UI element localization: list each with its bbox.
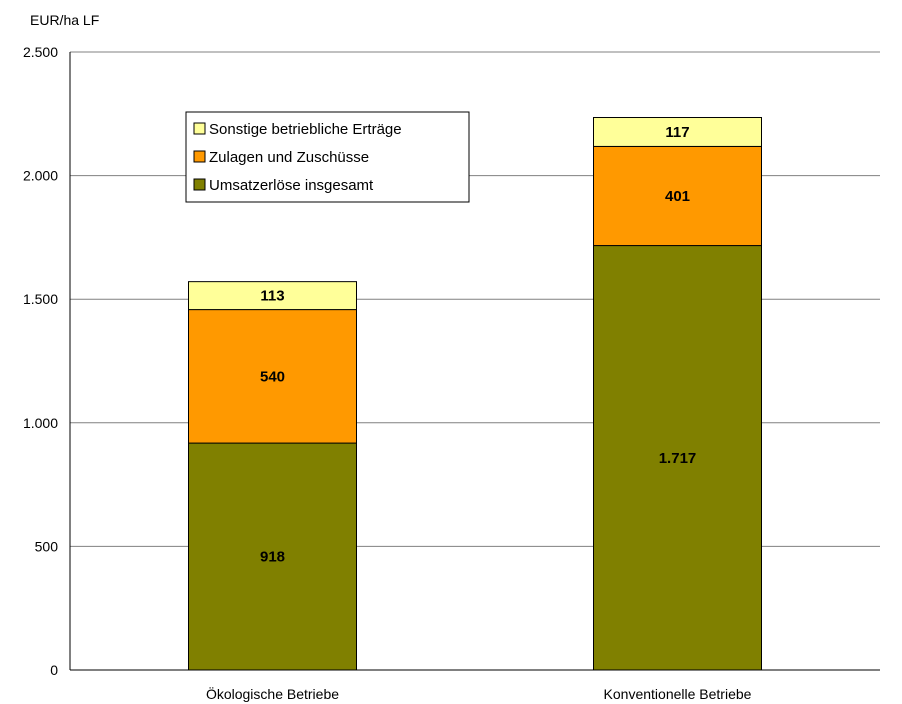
data-label: 540 bbox=[260, 368, 285, 385]
category-labels: Ökologische Betriebe Konventionelle Betri… bbox=[206, 685, 752, 702]
data-label: 117 bbox=[665, 124, 689, 141]
bar-segment bbox=[593, 145, 762, 247]
bar-segment bbox=[593, 117, 762, 147]
bar-segment bbox=[188, 442, 357, 671]
legend-label: Umsatzerlöse insgesamt bbox=[209, 177, 374, 194]
legend-label: Sonstige betriebliche Erträge bbox=[209, 121, 402, 138]
y-tick-label: 2.000 bbox=[23, 168, 58, 184]
legend-swatch bbox=[193, 150, 206, 163]
legend-swatch bbox=[193, 178, 206, 191]
y-axis-unit: EUR/ha LF bbox=[30, 12, 99, 28]
data-label: 113 bbox=[260, 288, 284, 305]
legend-swatch bbox=[193, 122, 206, 135]
data-label: 918 bbox=[260, 549, 285, 566]
y-tick-label: 0 bbox=[50, 662, 58, 678]
y-tick-label: 500 bbox=[35, 538, 59, 554]
legend-label: Zulagen und Zuschüsse bbox=[209, 149, 369, 166]
y-tick-label: 2.500 bbox=[23, 44, 58, 60]
legend: Sonstige betriebliche Erträge Zulagen und… bbox=[185, 111, 470, 203]
data-label: 401 bbox=[665, 188, 690, 205]
data-label: 1.717 bbox=[659, 450, 697, 467]
legend-box bbox=[185, 111, 470, 203]
y-tick-label: 1.000 bbox=[23, 415, 58, 431]
y-tick-label: 1.500 bbox=[23, 291, 58, 307]
bar-segment bbox=[188, 309, 357, 444]
category-label: Ökologische Betriebe bbox=[206, 685, 339, 702]
bar-segment bbox=[188, 281, 357, 311]
bars: 918 540 113 1.717 401 117 bbox=[188, 117, 762, 671]
category-label: Konventionelle Betriebe bbox=[604, 686, 752, 702]
y-tick-labels: 0 500 1.000 1.500 2.000 2.500 bbox=[23, 44, 58, 678]
